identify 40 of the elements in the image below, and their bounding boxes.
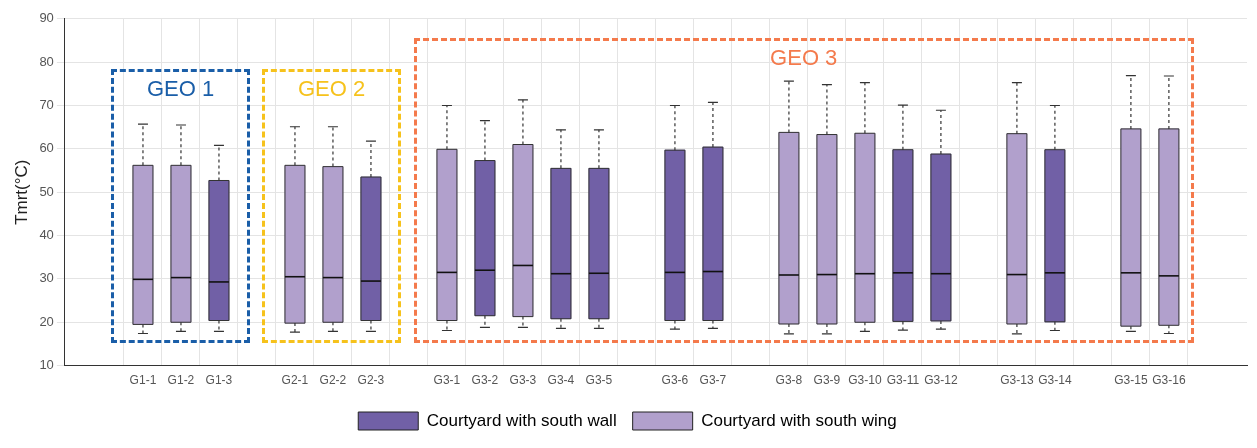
x-tick-label: G3-7	[699, 373, 727, 388]
y-tick-label: 10	[39, 357, 54, 373]
x-tick-label: G3-14	[1038, 373, 1072, 388]
y-tick-label: 90	[39, 10, 54, 26]
x-tick-label: G2-3	[357, 373, 385, 388]
x-tick-label: G3-5	[585, 373, 613, 388]
x-tick-label: G3-2	[471, 373, 499, 388]
y-tick-label: 70	[39, 97, 54, 113]
y-tick-label: 80	[39, 53, 54, 69]
x-tick-label: G3-3	[509, 373, 537, 388]
annotation: GEO 1	[145, 76, 216, 103]
x-tick-label: G1-1	[129, 373, 157, 388]
x-tick-label: G2-1	[281, 373, 309, 388]
y-tick-label: 50	[39, 183, 54, 199]
x-tick-label: G3-8	[775, 373, 803, 388]
y-tick-label: 30	[39, 270, 54, 286]
x-tick-label: G3-16	[1152, 373, 1186, 388]
y-axis-title: Tmrt(°C)	[11, 159, 31, 225]
y-tick-label: 60	[39, 140, 54, 156]
x-tick-label: G3-12	[924, 373, 958, 388]
annotation: GEO 2	[297, 76, 367, 103]
annotation: GEO 3	[769, 44, 839, 71]
x-tick-label: G3-13	[1000, 373, 1034, 388]
x-tick-label: G3-1	[433, 373, 461, 388]
y-tick-label: 40	[39, 227, 54, 243]
dashed-frame: GEO 1	[110, 69, 251, 344]
y-tick-label: 20	[39, 313, 54, 329]
legend-label: Courtyard with south wing	[701, 410, 897, 430]
x-tick-label: G1-2	[167, 373, 195, 388]
dashed-frame: GEO 2	[261, 69, 402, 344]
x-tick-label: G3-9	[813, 373, 841, 388]
dashed-frame: GEO 3	[413, 37, 1194, 344]
x-tick-label: G3-11	[886, 373, 920, 388]
x-tick-label: G2-2	[319, 373, 347, 388]
legend-label: Courtyard with south wall	[426, 410, 617, 430]
x-tick-label: G3-15	[1114, 373, 1148, 388]
x-tick-label: G3-4	[547, 373, 575, 388]
x-tick-label: G3-10	[848, 373, 882, 388]
x-tick-label: G1-3	[205, 373, 233, 388]
x-tick-label: G3-6	[661, 373, 689, 388]
